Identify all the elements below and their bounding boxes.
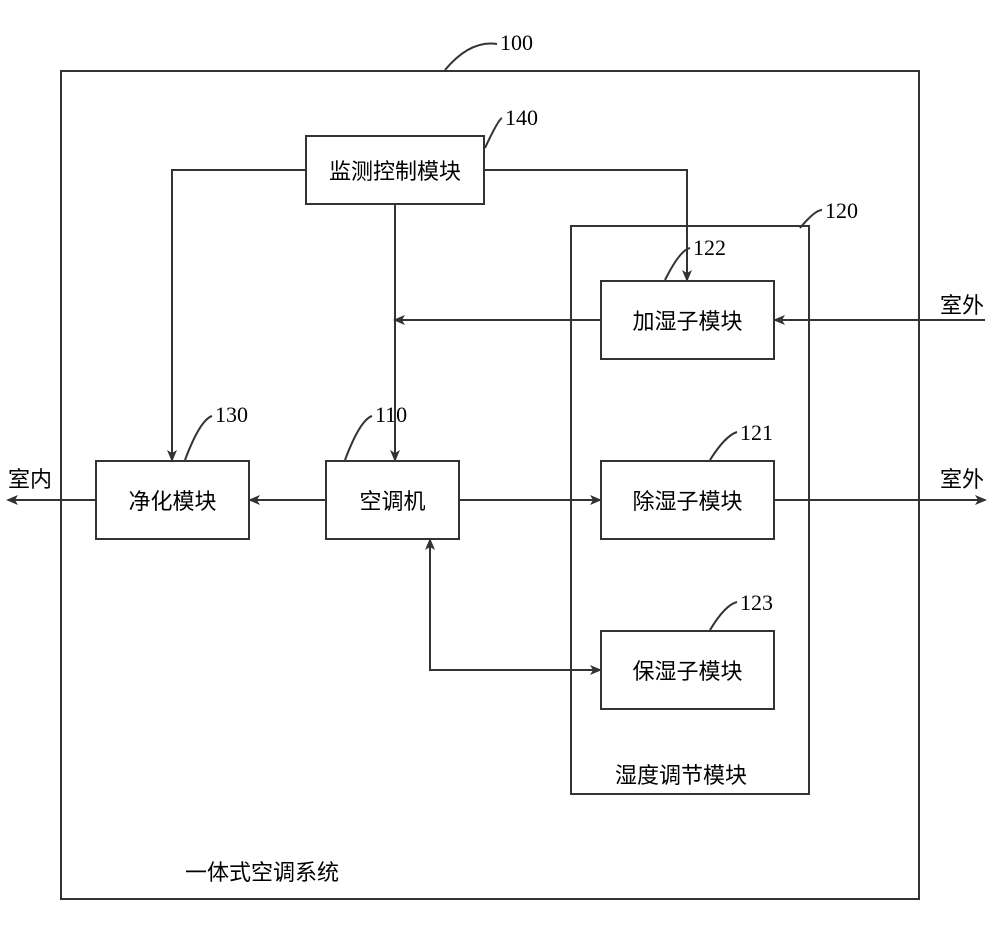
ref-100: 100: [500, 30, 533, 56]
leader-100: [445, 44, 497, 70]
ac-label: 空调机: [359, 484, 425, 516]
outer-caption: 一体式空调系统: [185, 855, 339, 887]
indoor-label: 室内: [8, 462, 52, 494]
humidity-group-caption: 湿度调节模块: [615, 758, 747, 790]
dehumidify-label: 除湿子模块: [632, 484, 742, 516]
outdoor-mid-label: 室外: [940, 462, 984, 494]
ref-123: 123: [740, 590, 773, 616]
dehumidify-box: 除湿子模块: [600, 460, 775, 540]
monitor-label: 监测控制模块: [329, 154, 461, 186]
ref-121: 121: [740, 420, 773, 446]
humidify-label: 加湿子模块: [632, 304, 742, 336]
outdoor-top-label: 室外: [940, 288, 984, 320]
purify-box: 净化模块: [95, 460, 250, 540]
moisturize-box: 保湿子模块: [600, 630, 775, 710]
ref-140: 140: [505, 105, 538, 131]
purify-label: 净化模块: [128, 484, 216, 516]
ref-130: 130: [215, 402, 248, 428]
ref-120: 120: [825, 198, 858, 224]
ac-box: 空调机: [325, 460, 460, 540]
ref-110: 110: [375, 402, 407, 428]
ref-122: 122: [693, 235, 726, 261]
moisturize-label: 保湿子模块: [632, 654, 742, 686]
humidify-box: 加湿子模块: [600, 280, 775, 360]
monitor-box: 监测控制模块: [305, 135, 485, 205]
